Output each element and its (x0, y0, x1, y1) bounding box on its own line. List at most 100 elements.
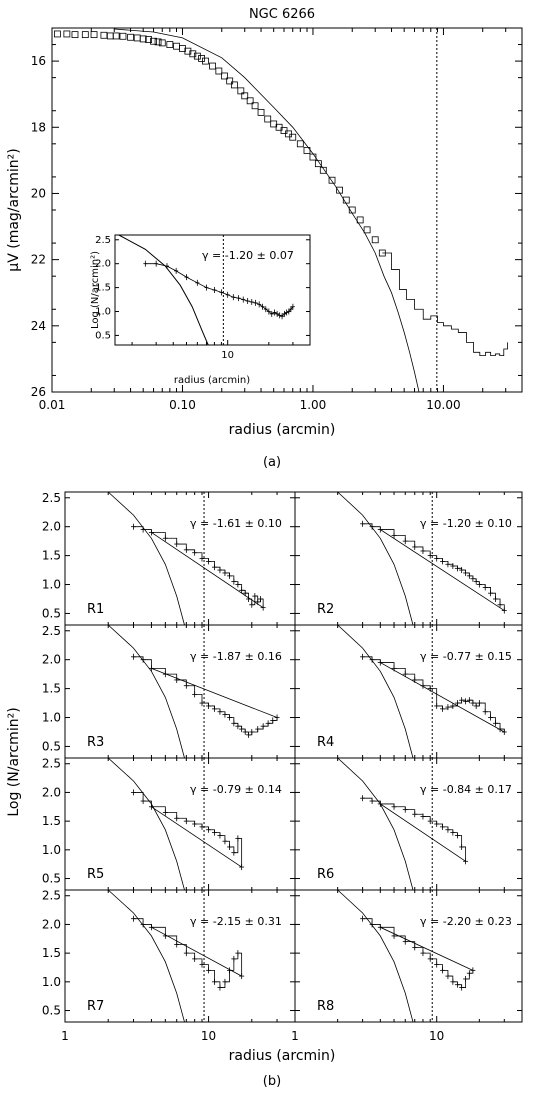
y-tick-label-b: 1.5 (42, 946, 61, 960)
profile-step-b (362, 656, 505, 732)
profile-step-b (133, 918, 243, 988)
y-tick-label-b: 2.0 (42, 917, 61, 931)
profile-step-b (133, 656, 278, 736)
y-tick-label-b: 2.5 (42, 491, 61, 505)
king-model-line-b (107, 491, 185, 626)
y-tick-label-b: 2.5 (42, 889, 61, 903)
profile-point (209, 62, 216, 70)
x-axis-label-b: radius (arcmin) (229, 1048, 336, 1064)
profile-point (193, 52, 201, 60)
king-model-line-b (107, 889, 185, 1023)
profile-point (71, 31, 79, 39)
king-model-line-b (107, 757, 185, 891)
gamma-label: γ = -2.20 ± 0.23 (420, 915, 512, 928)
profile-point (221, 72, 228, 80)
profile-points (54, 30, 386, 257)
x-tick-label-a: 10.00 (426, 398, 460, 412)
y-tick-label-a: 22 (31, 253, 46, 267)
y-tick-label-a: 16 (31, 54, 46, 68)
profile-point (90, 31, 98, 39)
inset-y-tick-label: 2.5 (95, 235, 111, 246)
profile-point (127, 33, 134, 41)
subpanel-r7: 0.5 1.0 1.5 2.0 2.5 R7 γ = -2.15 ± 0.31 (42, 889, 296, 1023)
inset-data (143, 260, 295, 320)
subpanel-label: R4 (317, 735, 334, 750)
fit-line (380, 529, 505, 611)
y-tick-label-b: 1.5 (42, 549, 61, 563)
y-tick-label-b: 0.5 (42, 872, 61, 886)
gamma-label: γ = -2.15 ± 0.31 (190, 915, 282, 928)
y-tick-label-b: 0.5 (42, 739, 61, 753)
subpanel-label: R6 (317, 867, 334, 882)
caption-a: (a) (263, 455, 281, 470)
y-tick-label-a: 18 (31, 120, 46, 134)
gamma-label: γ = -0.79 ± 0.14 (190, 783, 282, 796)
y-tick-label-b: 1.0 (42, 843, 61, 857)
profile-point (166, 41, 174, 48)
profile-point (303, 147, 311, 154)
gamma-label: γ = -1.20 ± 0.10 (420, 517, 512, 530)
subpanel-r4: R4 γ = -0.77 ± 0.15 (294, 624, 523, 759)
y-tick-label-b: 2.5 (42, 624, 61, 638)
profile-step-b (133, 526, 264, 608)
inset-king-curve (118, 234, 209, 346)
subpanel-label: R5 (87, 867, 104, 882)
inset-gamma-text: γ = -1.20 ± 0.07 (202, 249, 294, 262)
profile-point (226, 77, 234, 85)
profile-point (112, 32, 120, 40)
subpanel-r8: R8 γ = -2.20 ± 0.23 (294, 889, 523, 1023)
profile-point (231, 81, 238, 89)
y-tick-label-b: 2.0 (42, 653, 61, 667)
x-axis-label-a: radius (arcmin) (229, 422, 336, 438)
chart-title: NGC 6266 (249, 7, 315, 22)
profile-point (319, 166, 327, 174)
king-model-line-b (107, 624, 185, 759)
profile-point (100, 31, 108, 39)
y-tick-label-b: 0.5 (42, 606, 61, 620)
profile-point (139, 35, 147, 43)
y-axis-label-a: μV (mag/arcmin²) (6, 148, 22, 271)
fit-line (151, 667, 278, 718)
profile-point (63, 30, 71, 38)
axis-ticks-a: 0.01 0.10 1.00 10.00 16 18 20 22 24 26 (31, 28, 523, 412)
x-tick-label-a: 0.10 (169, 398, 196, 412)
subpanel-r1: 0.5 1.0 1.5 2.0 2.5 R1 γ = -1.61 ± 0.10 (42, 491, 296, 626)
profile-point (296, 140, 304, 148)
gamma-label: γ = -0.84 ± 0.17 (420, 783, 512, 796)
inset-plot: 0.5 1.0 1.5 2.0 2.5 10 γ = -1.20 ± 0.07 radiu… (90, 234, 311, 386)
y-tick-label-b: 1.0 (42, 975, 61, 989)
king-model-line-b (337, 624, 414, 759)
profile-point (237, 87, 245, 95)
inset-y-tick-label: 2.0 (95, 259, 111, 270)
fit-line (151, 926, 242, 977)
profile-point (264, 115, 272, 123)
gamma-label: γ = -1.61 ± 0.10 (190, 517, 282, 530)
gamma-label: γ = -1.87 ± 0.16 (190, 650, 282, 663)
profile-point (145, 36, 153, 43)
profile-point (314, 160, 322, 168)
profile-step-b (362, 918, 474, 988)
x-tick-label-b: 1 (291, 1029, 299, 1043)
x-tick-label-a: 1.00 (300, 398, 327, 412)
profile-step-line (382, 252, 508, 356)
profile-point (336, 186, 343, 194)
gamma-label: γ = -0.77 ± 0.15 (420, 650, 512, 663)
subpanel-label: R3 (87, 735, 104, 750)
inset-ticks: 0.5 1.0 1.5 2.0 2.5 10 (95, 235, 310, 361)
y-tick-label-a: 20 (31, 186, 46, 200)
y-tick-label-b: 1.0 (42, 711, 61, 725)
profile-point (189, 50, 197, 58)
inset-y-tick-label: 0.5 (95, 330, 111, 341)
subpanel-label: R8 (317, 999, 334, 1014)
panel-b: 0.5 1.0 1.5 2.0 2.5 R1 γ = -1.61 ± 0.10 R2 γ = -… (6, 491, 523, 1089)
profile-step-b (362, 523, 505, 611)
subpanel-frame (294, 889, 523, 1023)
fit-line (151, 806, 242, 868)
y-tick-label-a: 24 (31, 319, 46, 333)
y-tick-label-a: 26 (31, 385, 46, 399)
inset-y-tick-label: 1.5 (95, 283, 111, 294)
x-tick-label-b: 10 (201, 1029, 216, 1043)
profile-point (251, 102, 259, 110)
subpanel-r6: R6 γ = -0.84 ± 0.17 (294, 757, 523, 891)
